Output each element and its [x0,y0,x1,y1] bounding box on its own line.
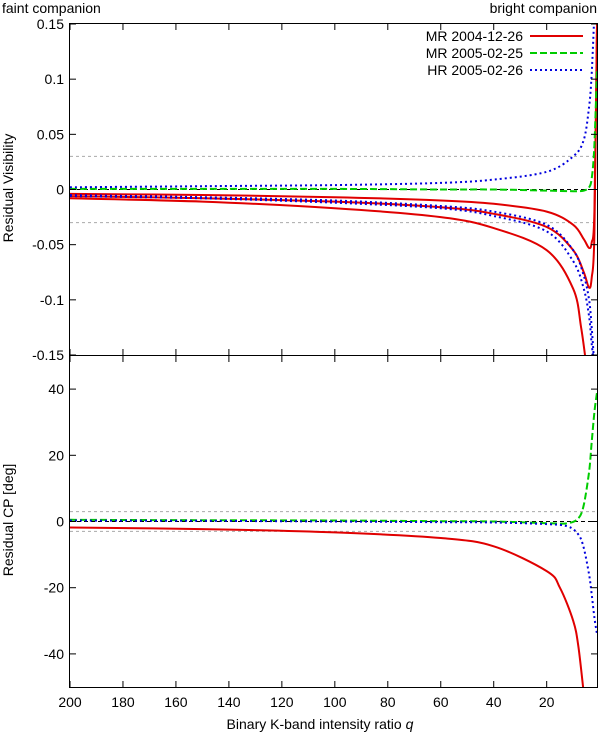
legend: MR 2004-12-26 MR 2005-02-25 HR 2005-02-2… [426,28,583,78]
series-line-hr-2005-02-26 [70,194,595,355]
y-tick-label: 0 [56,514,64,530]
top-y-axis-label: Residual Visibility [0,134,16,243]
x-tick-label: 40 [486,694,502,710]
series-line-mr-2004-12-26 [70,526,585,687]
y-tick-label: -0.15 [32,347,64,363]
series-line-mr-2004-12-26 [70,24,597,250]
series-line-mr-2004-12-26 [70,197,586,355]
series-line-mr-2005-02-25 [70,392,597,525]
y-tick-label: 0.05 [37,126,64,142]
legend-label-mr-2005-02-25: MR 2005-02-25 [426,45,523,61]
y-tick-label: 0.1 [45,71,65,87]
x-tick-label: 20 [539,694,555,710]
x-axis-label-text: Binary K-band intensity ratio [227,716,402,732]
y-tick-label: 0.15 [37,16,64,32]
y-tick-label: -20 [44,580,64,596]
closure-phase-panel-frame [69,355,598,688]
y-tick-label: 20 [48,447,64,463]
x-tick-label: 100 [323,694,347,710]
x-tick-label: 160 [164,694,188,710]
series-line-hr-2005-02-26 [70,195,594,355]
legend-label-hr-2005-02-26: HR 2005-02-26 [427,62,523,78]
bottom-y-axis-label: Residual CP [deg] [0,464,16,577]
closure-phase-plot-area [70,392,597,687]
visibility-plot-area [70,24,597,355]
x-tick-label: 140 [217,694,241,710]
x-tick-label: 60 [433,694,449,710]
y-tick-label: 0 [56,182,64,198]
x-axis-label: Binary K-band intensity ratio q [227,716,414,732]
y-tick-label: 40 [48,381,64,397]
x-axis-label-symbol: q [406,716,414,732]
x-tick-label: 120 [270,694,294,710]
plot-layer: 0.150.10.050-0.05-0.1-0.1540200-20-40200… [32,16,597,710]
series-line-mr-2004-12-26 [70,24,597,289]
y-tick-label: -0.1 [40,292,64,308]
bright-companion-label: bright companion [490,0,597,16]
series-line-mr-2005-02-25 [70,68,597,193]
x-tick-label: 200 [58,694,82,710]
y-tick-label: -40 [44,646,64,662]
x-tick-label: 80 [380,694,396,710]
series-line-hr-2005-02-26 [70,24,595,189]
faint-companion-label: faint companion [2,0,101,16]
y-tick-label: -0.05 [32,237,64,253]
series-line-hr-2005-02-26 [70,519,597,635]
x-tick-label: 180 [111,694,135,710]
legend-label-mr-2004-12-26: MR 2004-12-26 [426,28,523,44]
